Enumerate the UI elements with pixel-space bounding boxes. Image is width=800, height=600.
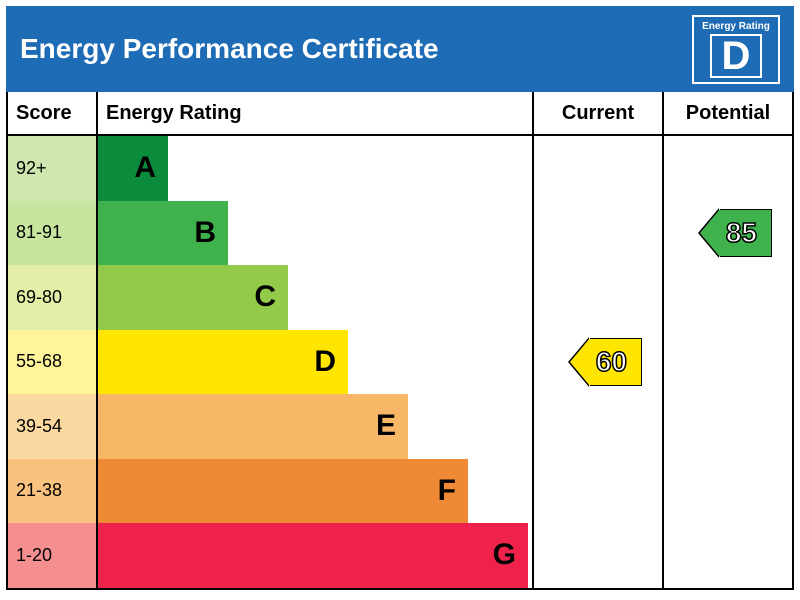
rating-badge-label: Energy Rating bbox=[702, 21, 770, 32]
epc-certificate: Energy Performance Certificate Energy Ra… bbox=[6, 6, 794, 594]
current-arrow: 60 bbox=[590, 338, 654, 386]
page-title: Energy Performance Certificate bbox=[20, 33, 439, 65]
current-arrow-value: 60 bbox=[590, 338, 642, 386]
col-header-rating: Energy Rating bbox=[98, 92, 532, 134]
chart-header-row: Score Energy Rating Current Potential bbox=[8, 92, 792, 136]
score-cell: 55-68 bbox=[8, 330, 98, 395]
header-bar: Energy Performance Certificate Energy Ra… bbox=[6, 6, 794, 92]
col-header-current: Current bbox=[532, 92, 662, 134]
score-cell: 69-80 bbox=[8, 265, 98, 330]
rating-bar-b: B bbox=[98, 201, 228, 266]
rating-bar-d: D bbox=[98, 330, 348, 395]
rating-badge-letter: D bbox=[710, 34, 763, 78]
col-header-score: Score bbox=[8, 92, 98, 134]
score-cell: 21-38 bbox=[8, 459, 98, 524]
score-cell: 81-91 bbox=[8, 201, 98, 266]
rating-bar-g: G bbox=[98, 523, 528, 588]
epc-chart: Score Energy Rating Current Potential 92… bbox=[6, 92, 794, 590]
score-cell: 39-54 bbox=[8, 394, 98, 459]
potential-arrow-value: 85 bbox=[720, 209, 772, 257]
potential-column bbox=[662, 136, 792, 588]
potential-arrow: 85 bbox=[720, 209, 784, 257]
rating-bar-f: F bbox=[98, 459, 468, 524]
score-cell: 1-20 bbox=[8, 523, 98, 588]
rating-bar-e: E bbox=[98, 394, 408, 459]
rating-badge: Energy Rating D bbox=[692, 15, 780, 84]
rating-bar-a: A bbox=[98, 136, 168, 201]
chart-rows: 92+A81-91B69-80C55-68D39-54E21-38F1-20G 6… bbox=[8, 136, 792, 588]
col-header-potential: Potential bbox=[662, 92, 792, 134]
score-cell: 92+ bbox=[8, 136, 98, 201]
rating-bar-c: C bbox=[98, 265, 288, 330]
